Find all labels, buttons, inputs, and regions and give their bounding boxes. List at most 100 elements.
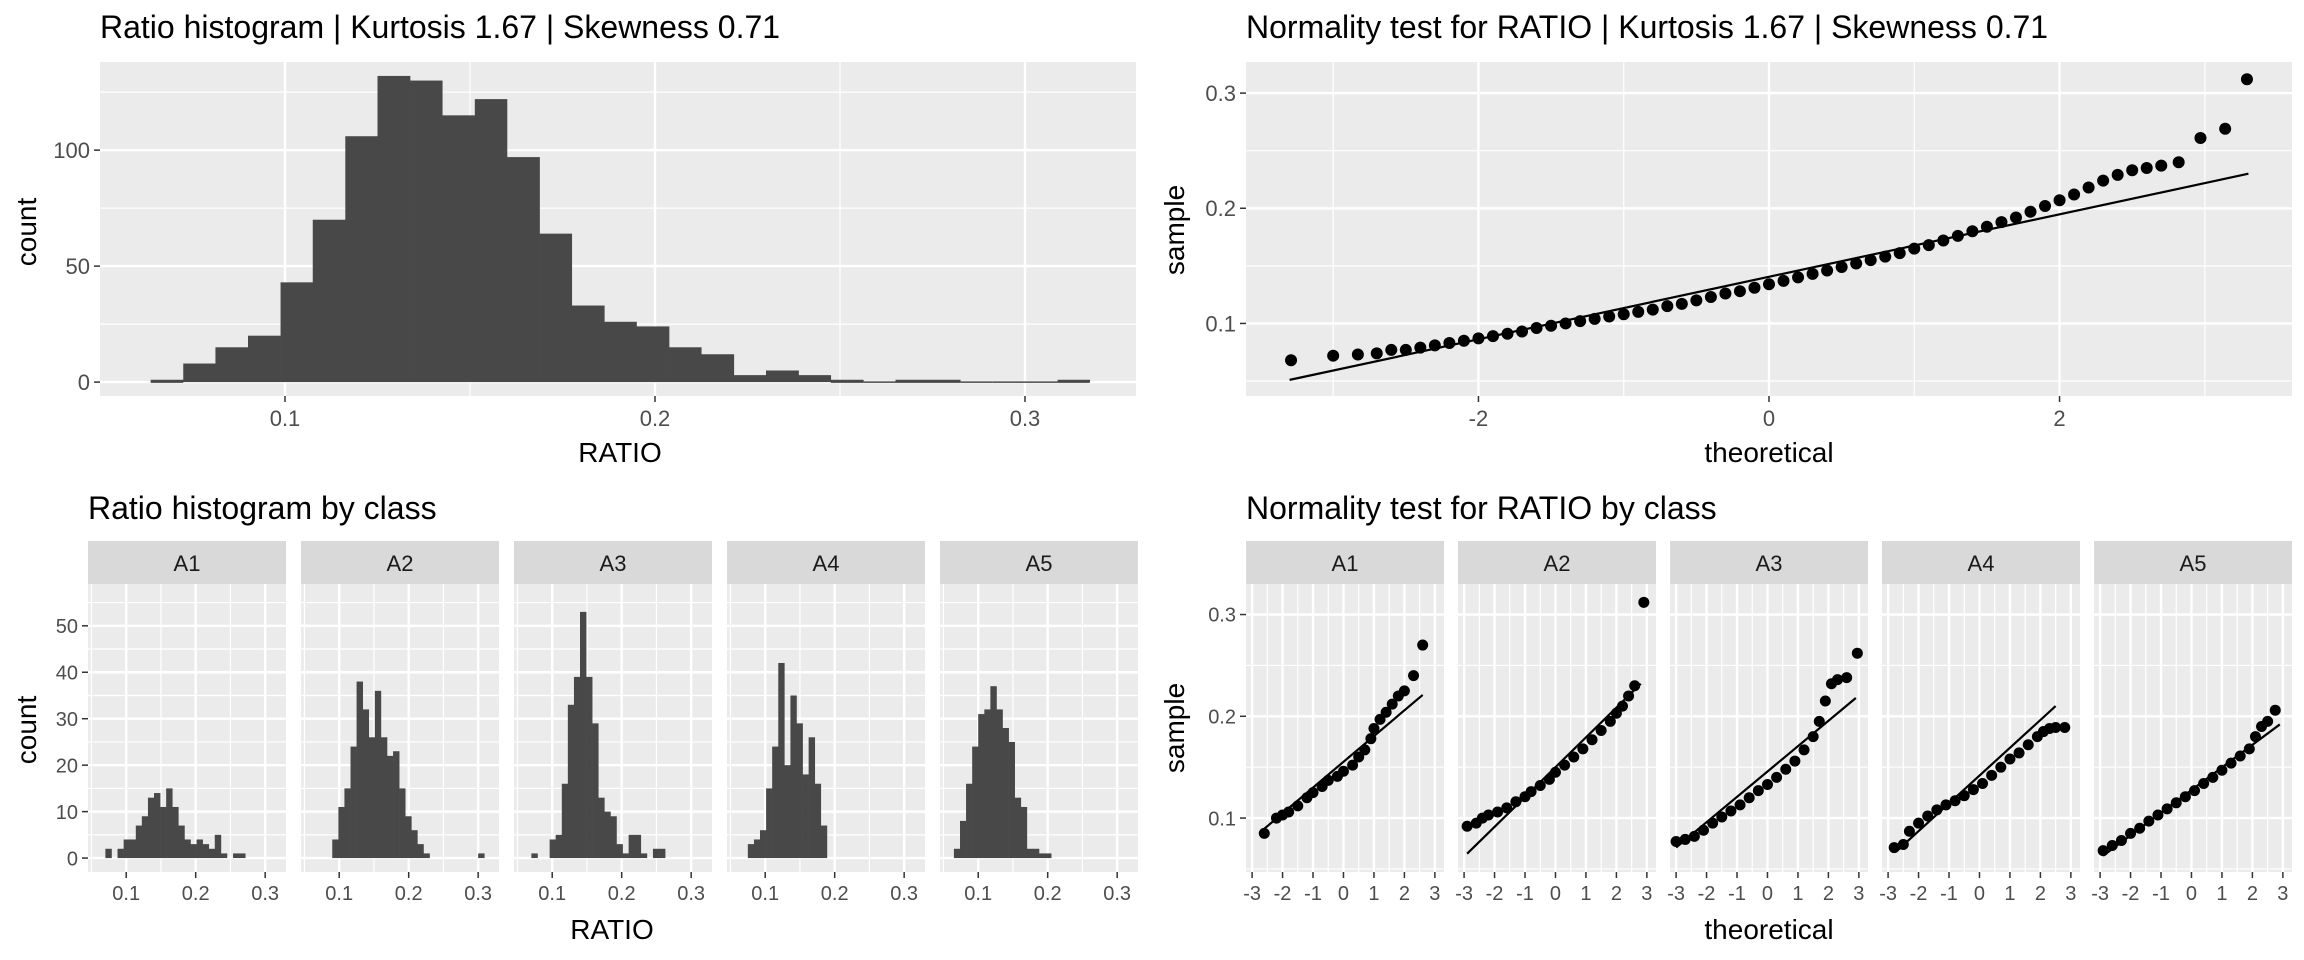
histogram-bar	[196, 839, 203, 859]
qq-point	[2225, 757, 2237, 769]
y-tick-label: 40	[56, 662, 78, 684]
qq-point	[1559, 317, 1572, 330]
qq-point	[2198, 777, 2210, 789]
qq-point	[1603, 310, 1616, 323]
qq-point	[1995, 216, 2008, 229]
qq-point	[1763, 278, 1775, 291]
histogram-bar	[586, 676, 593, 859]
qq-point	[1617, 308, 1630, 321]
qq-point	[1414, 341, 1427, 354]
histogram-bar	[332, 839, 339, 859]
qq-point	[1534, 779, 1546, 791]
x-tick-label: -2	[1486, 883, 1504, 905]
qq-point	[1258, 827, 1270, 839]
histogram-bar	[747, 844, 755, 859]
qq-point	[2004, 753, 2016, 765]
qq-point	[1707, 817, 1719, 829]
qq-point	[1851, 647, 1863, 659]
histogram-bar	[129, 839, 137, 859]
class-hist-plot: A1 0.1 0.2 0.3 0 10 20 30 40 50 A2 0.1 0.2 0.3 A3 0.1 0.…	[56, 541, 1138, 905]
x-tick-label: 1	[1792, 883, 1803, 905]
facet-strip-label: A4	[1968, 551, 1995, 576]
y-tick-label: 0	[78, 370, 90, 395]
qq-point	[2240, 73, 2253, 86]
facet-strip-label: A2	[387, 551, 414, 576]
histogram-bar	[561, 783, 569, 859]
qq-point	[2152, 809, 2164, 821]
panel-background	[1458, 584, 1656, 872]
hist-title: Ratio histogram | Kurtosis 1.67 | Skewne…	[100, 9, 780, 45]
histogram-bar	[405, 816, 412, 859]
histogram-bar	[567, 704, 575, 859]
qq-point	[1398, 685, 1410, 697]
x-tick-label: 0	[1763, 406, 1775, 431]
qq-point	[1931, 804, 1943, 816]
qq-point	[1588, 312, 1601, 325]
x-tick-label: 0.3	[1010, 406, 1041, 431]
histogram-bar	[622, 853, 629, 859]
qq-point	[1761, 778, 1773, 790]
qq-point	[1879, 250, 1892, 263]
histogram-bar	[760, 830, 767, 859]
histogram-bar	[190, 844, 197, 859]
histogram-bar	[1032, 848, 1040, 859]
histogram-bar	[123, 839, 130, 859]
histogram-bar	[573, 676, 581, 859]
qq-point	[1835, 261, 1848, 274]
x-tick-label: 3	[1641, 883, 1652, 905]
histogram-bar	[798, 375, 832, 383]
histogram-bar	[507, 157, 540, 383]
histogram-bar	[172, 806, 179, 859]
qq-point	[1638, 596, 1650, 608]
qq-point	[1408, 670, 1420, 682]
qq-point	[2009, 211, 2022, 224]
qq-point	[2082, 181, 2095, 194]
histogram-bar	[345, 136, 378, 383]
x-tick-label: 3	[2277, 883, 2288, 905]
facet-A5: A5 -3 -2 -1 0 1 2 3	[2091, 541, 2292, 905]
qq-point	[1832, 674, 1844, 686]
qq-point	[1501, 327, 1514, 340]
histogram-bar	[215, 347, 249, 383]
facet-strip	[940, 541, 1138, 584]
qq-reference-line	[1896, 705, 2057, 852]
histogram-bar	[814, 783, 822, 859]
qq-point	[1951, 229, 1964, 242]
histogram-bar	[374, 690, 382, 859]
x-tick-label: -2	[1469, 406, 1489, 431]
qq-point	[1322, 774, 1334, 786]
qq-point	[1792, 271, 1805, 284]
histogram-bar	[362, 709, 370, 859]
y-tick-label: 10	[56, 802, 78, 824]
qq-point	[1283, 806, 1295, 818]
x-tick-label: -3	[1667, 883, 1685, 905]
x-tick-label: 2	[1823, 883, 1834, 905]
x-tick-label: -1	[1304, 883, 1322, 905]
histogram-bar	[733, 375, 767, 383]
qq-point	[1719, 287, 1732, 300]
qq-point	[1461, 820, 1473, 832]
qq-point	[1743, 792, 1755, 804]
qq-point	[2172, 156, 2185, 169]
qq-point	[1734, 799, 1746, 811]
qq-point	[1472, 332, 1485, 345]
facet-strip	[727, 541, 925, 584]
qq-point	[1670, 835, 1682, 847]
qq-plot: -2 0 2 0.1 0.2 0.3	[1205, 62, 2292, 431]
x-tick-label: -2	[1274, 883, 1292, 905]
qq-point	[1813, 715, 1825, 727]
histogram-bar	[895, 379, 929, 383]
histogram-bar	[966, 783, 973, 859]
qq-point	[1428, 339, 1441, 352]
qq-point	[1307, 787, 1319, 799]
qq-point	[1893, 247, 1906, 260]
histogram-bar	[549, 839, 556, 859]
class-hist-y-label: count	[11, 696, 42, 765]
qq-point	[2249, 731, 2261, 743]
qq-point	[2068, 188, 2081, 201]
qq-point	[1733, 285, 1746, 298]
facet-strip	[1882, 541, 2080, 584]
x-tick-label: 2	[1611, 883, 1622, 905]
x-tick-label: 0.2	[395, 883, 423, 905]
qq-point	[1417, 639, 1429, 651]
